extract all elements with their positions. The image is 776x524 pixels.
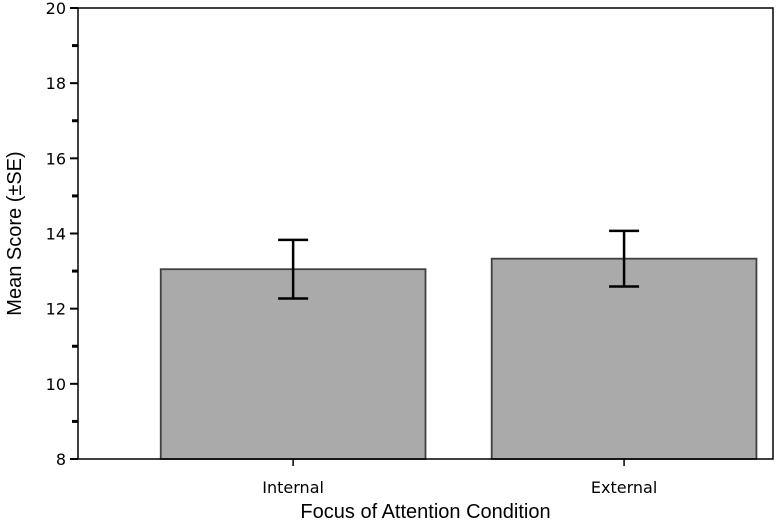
x-tick-label: External	[591, 478, 657, 497]
error-bar-internal	[278, 238, 309, 300]
error-bar-external	[609, 229, 640, 288]
bar-internal	[159, 268, 427, 460]
y-tick-label: 12	[46, 300, 66, 319]
x-axis: Internal External	[262, 459, 657, 497]
y-tick-label: 16	[46, 149, 66, 168]
y-axis: 8 10 12 14 16 18 20	[46, 0, 78, 469]
y-tick-label: 8	[56, 450, 66, 469]
bar-external	[490, 257, 758, 460]
error-bars-layer	[278, 229, 640, 300]
y-tick-label: 14	[46, 225, 66, 244]
bars-layer	[159, 257, 758, 460]
y-axis-title: Mean Score (±SE)	[4, 151, 26, 315]
y-tick-label: 18	[46, 74, 66, 93]
x-axis-title: Focus of Attention Condition	[300, 501, 550, 523]
y-tick-label: 10	[46, 375, 66, 394]
y-tick-label: 20	[46, 0, 66, 18]
x-tick-label: Internal	[262, 478, 324, 497]
